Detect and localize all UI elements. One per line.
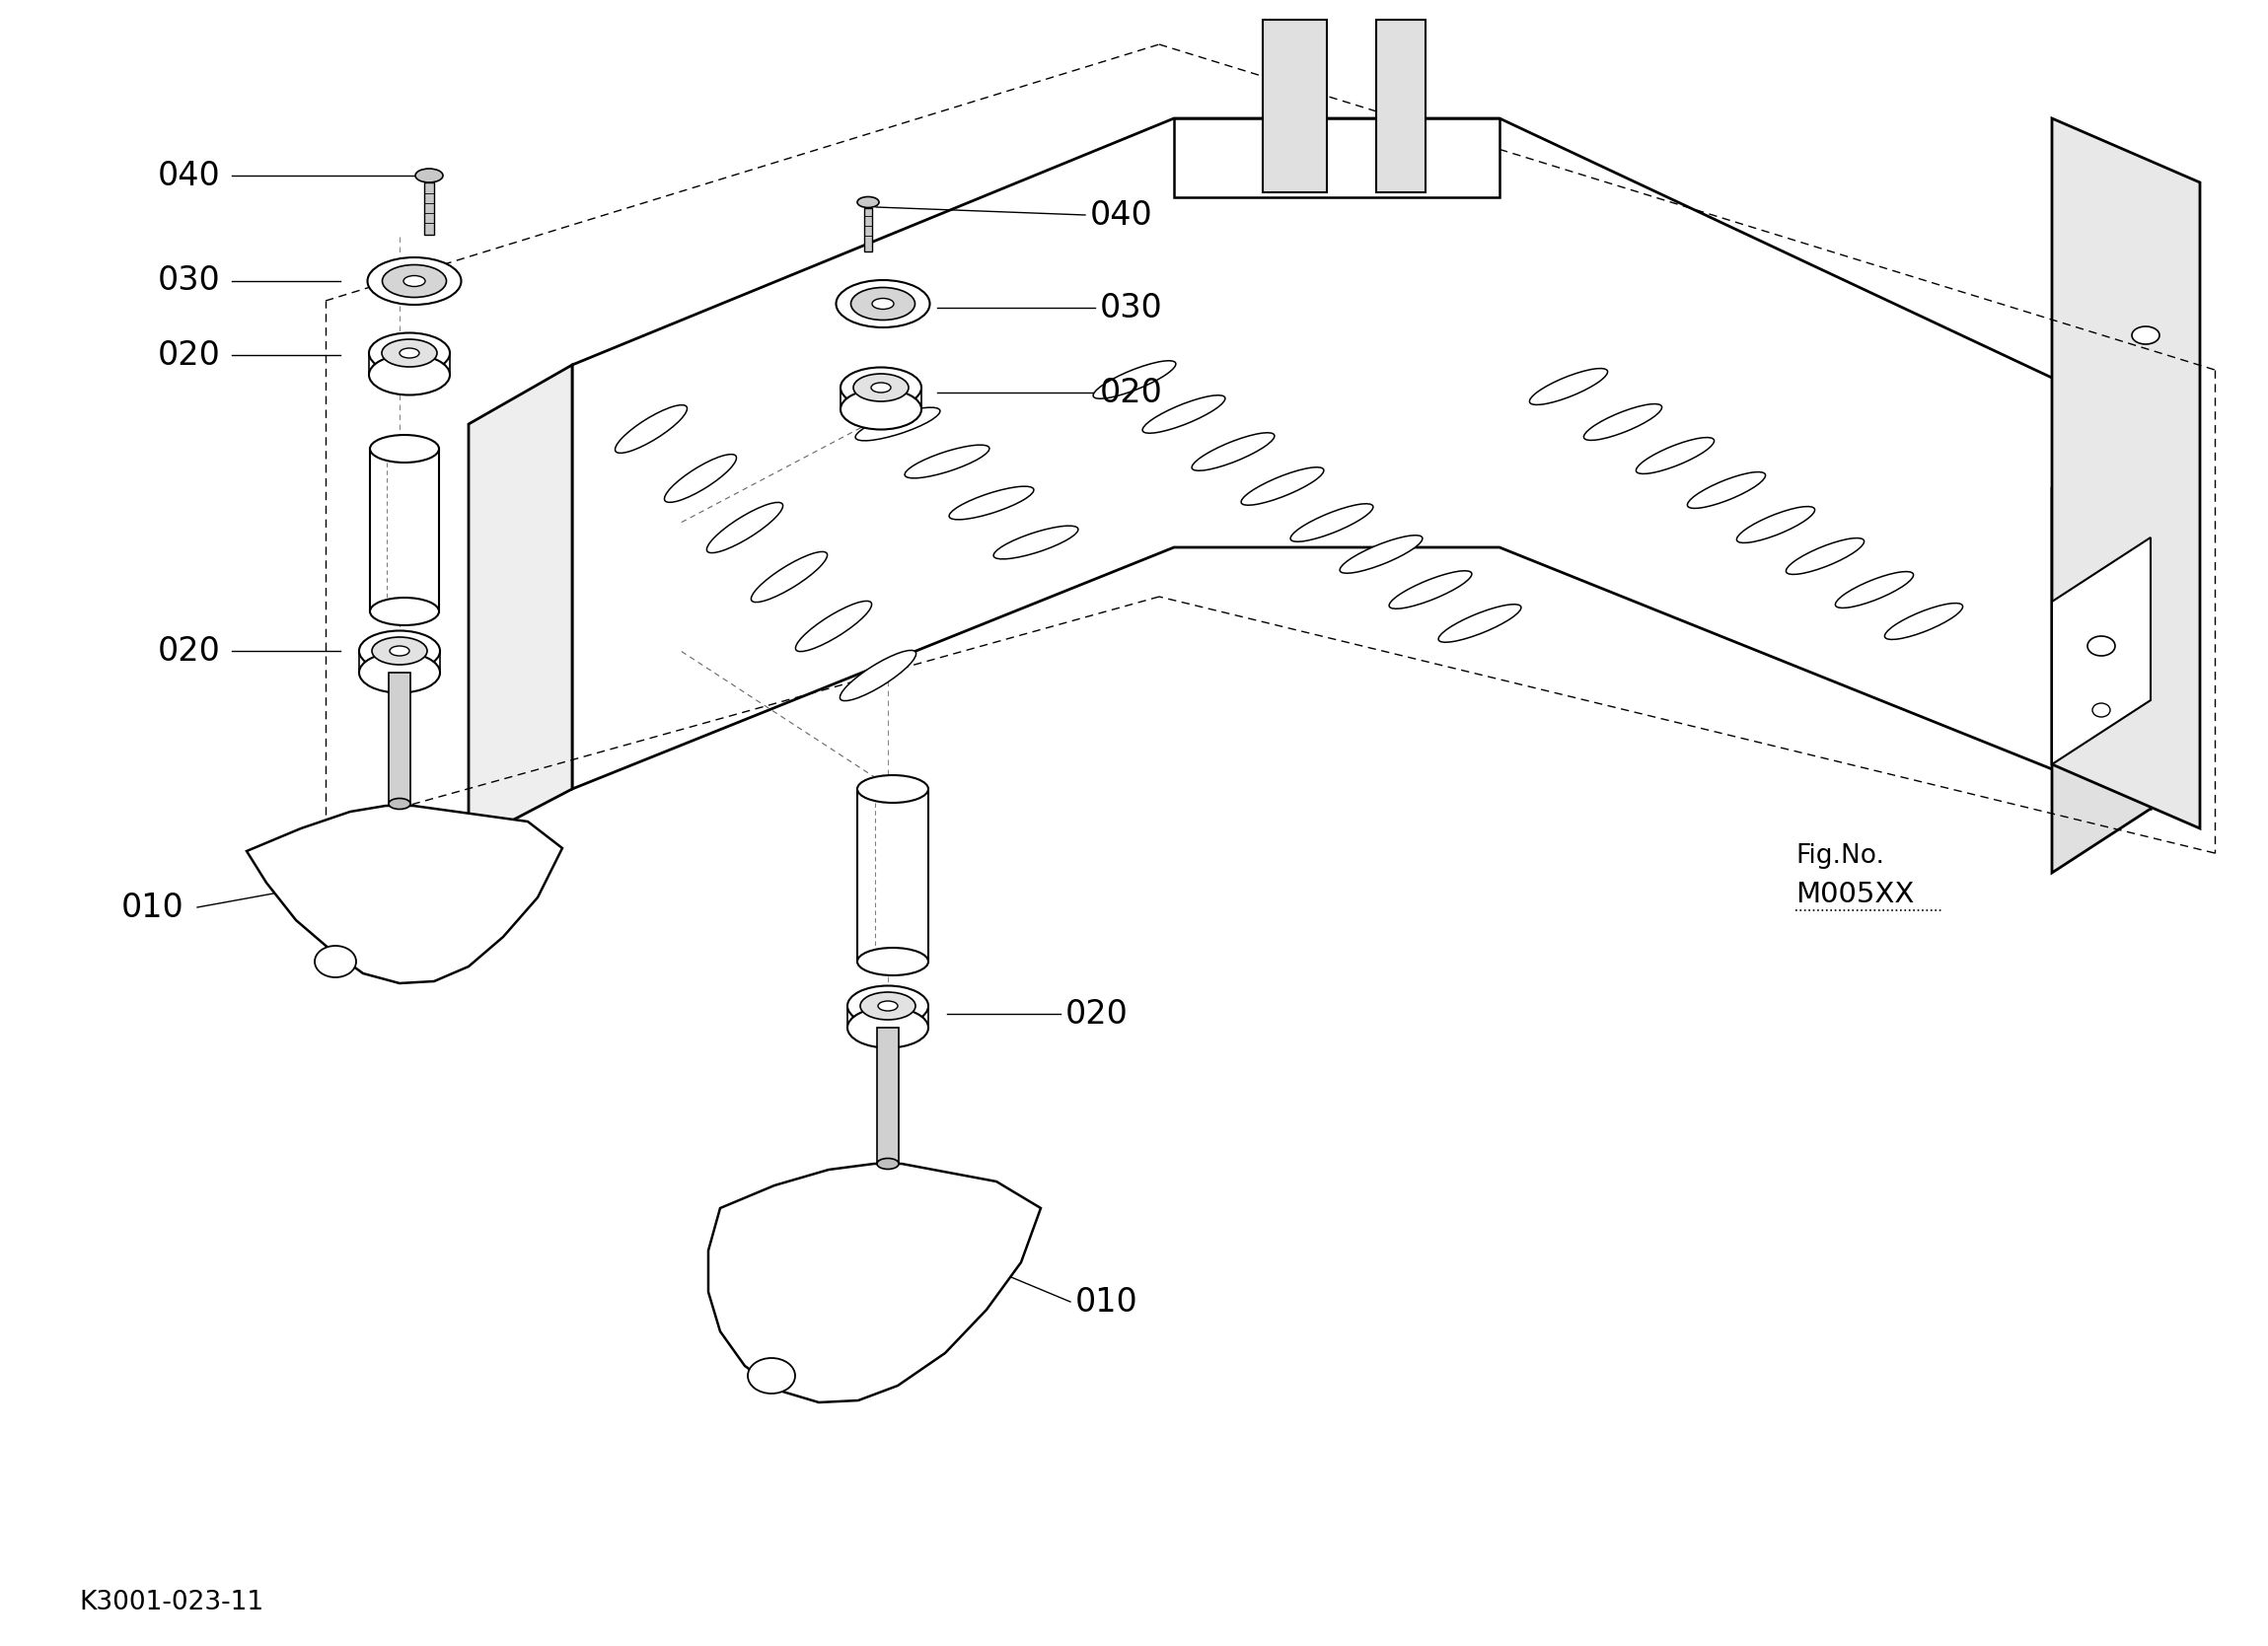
Ellipse shape: [370, 597, 440, 625]
Ellipse shape: [1340, 535, 1422, 573]
Ellipse shape: [404, 275, 424, 286]
Ellipse shape: [615, 405, 687, 453]
Text: K3001-023-11: K3001-023-11: [79, 1590, 263, 1615]
Text: 020: 020: [1100, 377, 1163, 408]
Ellipse shape: [2093, 703, 2109, 718]
Polygon shape: [2053, 538, 2150, 764]
Polygon shape: [424, 183, 433, 235]
Ellipse shape: [1191, 433, 1275, 471]
Text: M005XX: M005XX: [1796, 881, 1914, 909]
Ellipse shape: [1143, 395, 1225, 433]
Ellipse shape: [1885, 602, 1962, 640]
Ellipse shape: [748, 1358, 796, 1394]
Polygon shape: [2053, 425, 2150, 872]
Ellipse shape: [708, 502, 782, 553]
Ellipse shape: [388, 798, 411, 810]
Polygon shape: [1175, 119, 1499, 198]
Ellipse shape: [358, 652, 440, 693]
Ellipse shape: [1785, 538, 1864, 574]
Ellipse shape: [905, 444, 989, 479]
Ellipse shape: [399, 349, 420, 357]
Polygon shape: [864, 207, 873, 252]
Ellipse shape: [1635, 438, 1715, 474]
Ellipse shape: [370, 354, 449, 395]
Ellipse shape: [873, 298, 894, 309]
Ellipse shape: [665, 454, 737, 502]
Text: 040: 040: [1091, 199, 1152, 232]
Ellipse shape: [850, 288, 914, 319]
Ellipse shape: [993, 525, 1077, 560]
Ellipse shape: [841, 388, 921, 430]
Ellipse shape: [871, 382, 891, 392]
Polygon shape: [1263, 20, 1327, 193]
Ellipse shape: [1737, 507, 1814, 543]
Ellipse shape: [841, 367, 921, 408]
Ellipse shape: [1388, 571, 1472, 609]
Ellipse shape: [1529, 369, 1608, 405]
Ellipse shape: [1687, 472, 1765, 509]
Ellipse shape: [415, 168, 442, 183]
Polygon shape: [857, 788, 928, 961]
Ellipse shape: [1438, 604, 1522, 642]
Ellipse shape: [948, 486, 1034, 520]
Polygon shape: [708, 1164, 1041, 1402]
Text: 030: 030: [1100, 291, 1163, 324]
Ellipse shape: [2132, 326, 2159, 344]
Ellipse shape: [857, 775, 928, 803]
Ellipse shape: [855, 408, 939, 441]
Ellipse shape: [1290, 504, 1372, 542]
Ellipse shape: [860, 993, 916, 1021]
Text: 020: 020: [1066, 997, 1129, 1030]
Text: Fig.No.: Fig.No.: [1796, 843, 1885, 869]
Text: 020: 020: [159, 339, 220, 372]
Ellipse shape: [1835, 571, 1914, 607]
Polygon shape: [388, 673, 411, 803]
Ellipse shape: [848, 986, 928, 1025]
Text: 030: 030: [159, 265, 220, 298]
Polygon shape: [1377, 20, 1427, 193]
Ellipse shape: [2087, 635, 2116, 655]
Ellipse shape: [857, 198, 880, 207]
Ellipse shape: [853, 374, 909, 402]
Ellipse shape: [878, 1159, 898, 1169]
Ellipse shape: [315, 946, 356, 978]
Ellipse shape: [372, 637, 426, 665]
Ellipse shape: [848, 1007, 928, 1049]
Polygon shape: [2053, 119, 2200, 828]
Ellipse shape: [878, 1001, 898, 1011]
Text: 010: 010: [1075, 1286, 1139, 1318]
Polygon shape: [878, 1027, 898, 1164]
Polygon shape: [469, 365, 572, 843]
Ellipse shape: [367, 257, 460, 305]
Polygon shape: [247, 807, 562, 983]
Ellipse shape: [839, 650, 916, 701]
Text: 040: 040: [159, 160, 220, 193]
Ellipse shape: [370, 435, 440, 463]
Ellipse shape: [370, 332, 449, 374]
Polygon shape: [572, 119, 2150, 808]
Ellipse shape: [381, 339, 438, 367]
Ellipse shape: [837, 280, 930, 328]
Ellipse shape: [796, 601, 871, 652]
Text: 020: 020: [159, 635, 220, 667]
Ellipse shape: [358, 630, 440, 672]
Ellipse shape: [1583, 403, 1662, 439]
Ellipse shape: [751, 551, 828, 602]
Polygon shape: [370, 449, 440, 611]
Ellipse shape: [383, 265, 447, 298]
Ellipse shape: [1093, 360, 1175, 398]
Ellipse shape: [857, 948, 928, 976]
Ellipse shape: [1241, 467, 1325, 505]
Ellipse shape: [390, 645, 411, 655]
Text: 010: 010: [122, 890, 184, 923]
